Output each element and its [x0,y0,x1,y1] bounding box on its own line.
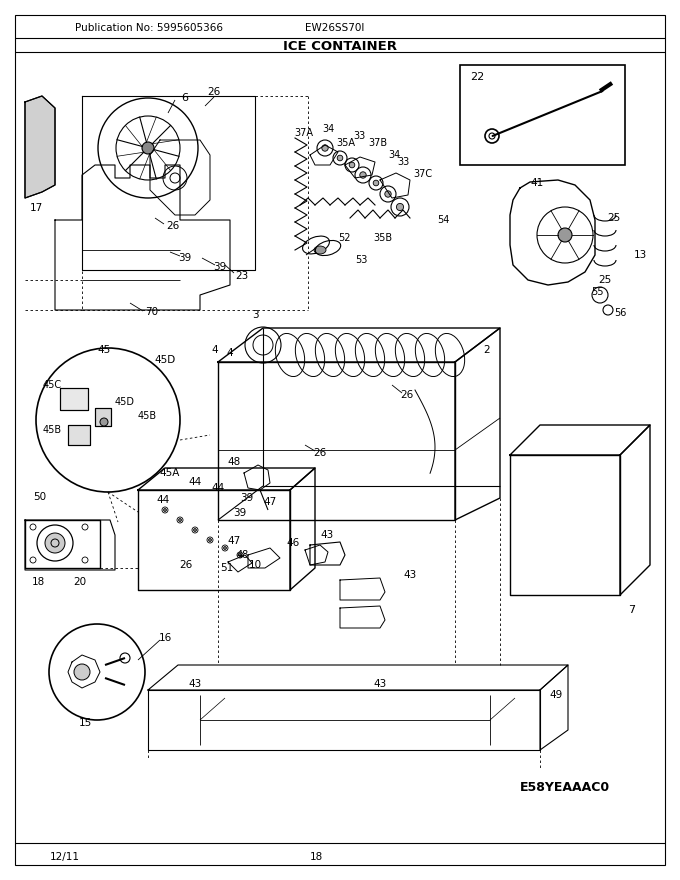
Circle shape [337,155,343,161]
Text: 56: 56 [614,308,626,318]
Text: 34: 34 [388,150,401,160]
Text: 41: 41 [530,178,543,188]
Text: 26: 26 [180,560,192,570]
Text: 47: 47 [227,536,241,546]
Text: 53: 53 [355,255,367,265]
Text: 35B: 35B [373,233,392,243]
Text: 15: 15 [78,718,92,728]
Bar [95,408,111,426]
Circle shape [373,180,379,186]
Text: 26: 26 [401,390,413,400]
Text: 43: 43 [403,570,417,580]
Circle shape [385,191,391,197]
Circle shape [350,162,355,168]
Bar [68,425,90,445]
Circle shape [163,509,167,511]
Circle shape [360,172,367,179]
Circle shape [322,145,328,151]
Text: 20: 20 [73,577,86,587]
Text: 37C: 37C [413,169,432,179]
Text: 44: 44 [211,483,224,493]
Text: 52: 52 [338,233,350,243]
Text: 35A: 35A [336,138,355,148]
Text: 16: 16 [158,633,171,643]
Text: 13: 13 [633,250,647,260]
Bar [460,65,625,165]
Text: 23: 23 [235,271,249,281]
Circle shape [396,203,404,210]
Text: 25: 25 [598,275,611,285]
Text: 45D: 45D [154,355,175,365]
Text: 26: 26 [313,448,326,458]
Text: 26: 26 [166,221,180,231]
Text: 45A: 45A [160,468,180,478]
Text: EW26SS70I: EW26SS70I [305,23,364,33]
Text: 54: 54 [437,215,449,225]
Circle shape [209,539,211,541]
Polygon shape [25,96,55,198]
Text: 55: 55 [591,287,603,297]
Text: 18: 18 [31,577,45,587]
Circle shape [239,554,241,556]
Text: 39: 39 [233,508,247,518]
Text: 46: 46 [286,538,300,548]
Text: 45C: 45C [43,380,62,390]
Text: 47: 47 [263,497,277,507]
Text: ICE CONTAINER: ICE CONTAINER [283,40,397,53]
Text: 33: 33 [353,131,365,141]
Text: 50: 50 [33,492,46,502]
Text: 51: 51 [220,563,234,573]
Text: 39: 39 [178,253,192,263]
Text: 37A: 37A [294,128,313,138]
Text: 12/11: 12/11 [50,852,80,862]
Text: 43: 43 [320,530,334,540]
Ellipse shape [314,246,326,254]
Circle shape [558,228,572,242]
Circle shape [45,533,65,553]
Text: 45B: 45B [138,411,157,421]
Text: 44: 44 [188,477,202,487]
Text: 43: 43 [188,679,202,689]
Text: 17: 17 [30,203,44,213]
Text: 10: 10 [248,560,262,570]
Circle shape [224,546,226,549]
Text: E58YEAAAC0: E58YEAAAC0 [520,781,610,794]
Circle shape [178,518,182,522]
Text: 45: 45 [97,345,111,355]
Circle shape [142,142,154,154]
Circle shape [194,529,197,532]
Bar [95,408,111,426]
Text: 45B: 45B [43,425,62,435]
Bar [60,388,88,410]
Text: 70: 70 [145,307,158,317]
Text: 45D: 45D [115,397,135,407]
Text: 33: 33 [397,157,409,167]
Text: 6: 6 [181,93,188,103]
Text: 49: 49 [549,690,562,700]
Circle shape [74,664,90,680]
Text: 43: 43 [373,679,387,689]
Text: 44: 44 [156,495,169,505]
Text: 48: 48 [227,457,241,467]
Text: 37B: 37B [368,138,387,148]
Text: 4: 4 [226,348,233,358]
Text: 48: 48 [237,550,250,560]
Text: 2: 2 [483,345,490,355]
Text: 3: 3 [252,310,258,320]
Text: 34: 34 [322,124,335,134]
Bar [68,425,90,445]
Text: 39: 39 [214,262,226,272]
Text: 25: 25 [607,213,621,223]
Text: Publication No: 5995605366: Publication No: 5995605366 [75,23,223,33]
Text: 22: 22 [470,72,484,82]
Text: 7: 7 [628,605,636,615]
Bar [60,388,88,410]
Text: 18: 18 [310,852,323,862]
Text: 26: 26 [207,87,220,97]
Text: 4: 4 [211,345,218,355]
Text: 39: 39 [240,493,254,503]
Circle shape [100,418,108,426]
